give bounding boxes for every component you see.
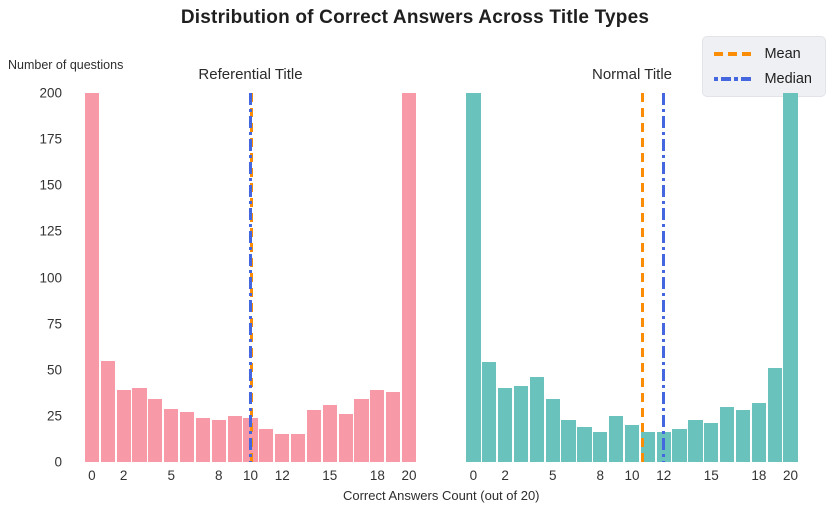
x-tick-label: 18	[369, 468, 385, 483]
plot-area-normal	[466, 93, 799, 462]
x-tick-label: 8	[596, 468, 605, 483]
histogram-bar	[482, 362, 497, 462]
x-tick-label: 2	[119, 468, 128, 483]
median-line	[662, 93, 666, 462]
y-tick-label: 25	[46, 408, 62, 424]
histogram-bar	[100, 360, 115, 462]
x-tick-label: 10	[624, 468, 640, 483]
histogram-bar	[577, 426, 592, 462]
histogram-bar	[195, 417, 211, 462]
plot-area-referential	[84, 93, 417, 462]
histogram-bar	[116, 390, 131, 462]
histogram-bar	[593, 432, 608, 462]
x-tick-label: 15	[322, 468, 338, 483]
y-tick-label: 150	[39, 177, 62, 193]
x-tick-label: 20	[401, 468, 417, 483]
histogram-bar	[275, 434, 290, 462]
histogram-bar	[227, 415, 242, 462]
histogram-bar	[84, 93, 100, 462]
histogram-bar	[513, 386, 529, 462]
y-tick-label: 175	[39, 131, 62, 147]
histogram-bar	[354, 399, 369, 462]
legend: Mean Median	[702, 36, 826, 97]
histogram-bar	[466, 93, 481, 462]
histogram-bar	[624, 425, 640, 462]
x-tick-label: 12	[274, 468, 290, 483]
legend-label-median: Median	[764, 71, 812, 87]
legend-entry-mean: Mean	[714, 46, 812, 62]
x-tick-label: 0	[469, 468, 478, 483]
histogram-bar	[720, 406, 735, 462]
histogram-bar	[498, 388, 513, 462]
x-tick-label: 2	[501, 468, 509, 483]
histogram-bar	[767, 367, 782, 462]
histogram-bar	[783, 93, 798, 462]
legend-label-mean: Mean	[764, 46, 801, 62]
histogram-bar	[688, 419, 703, 462]
x-tick-label: 10	[242, 468, 259, 483]
mean-line	[640, 93, 644, 462]
histogram-bar	[704, 423, 719, 462]
median-line	[248, 93, 253, 462]
subplot-title-referential: Referential Title	[198, 66, 303, 83]
histogram-bar	[370, 390, 385, 462]
histogram-bar	[609, 415, 624, 462]
x-tick-label: 5	[167, 468, 175, 483]
histogram-bar	[148, 399, 163, 462]
y-tick-label: 125	[39, 223, 62, 239]
x-tick-label: 0	[88, 468, 96, 483]
histogram-bar	[290, 434, 306, 462]
mean-line-icon	[714, 52, 755, 56]
x-axis-ticks-normal: 0 2 5 8 10 12 15 18 20	[466, 468, 799, 484]
x-tick-label: 20	[783, 468, 799, 483]
x-axis-ticks-referential: 0 2 5 8 10 12 15 18 20	[84, 468, 417, 484]
y-tick-label: 75	[46, 316, 62, 332]
histogram-bar	[529, 377, 544, 462]
y-axis-label: Number of questions	[8, 58, 124, 72]
median-line-icon	[714, 77, 755, 81]
y-tick-label: 100	[39, 270, 62, 285]
histogram-bar	[306, 410, 322, 462]
histogram-bar	[164, 408, 179, 462]
x-tick-label: 12	[656, 468, 672, 483]
histogram-bar	[259, 428, 274, 462]
histogram-bar	[751, 402, 766, 462]
y-tick-label: 200	[39, 85, 62, 101]
histogram-bar	[640, 432, 655, 462]
legend-entry-median: Median	[714, 71, 812, 87]
histogram-bar	[322, 404, 337, 462]
y-tick-label: 50	[46, 362, 62, 378]
subplot-title-normal: Normal Title	[591, 66, 673, 83]
histogram-bar	[132, 388, 147, 462]
x-tick-label: 18	[751, 468, 767, 483]
histogram-bar	[211, 419, 226, 462]
histogram-bar	[672, 428, 687, 462]
histogram-bar	[561, 419, 576, 462]
y-tick-label: 0	[54, 454, 62, 470]
y-axis-ticks: 0 25 50 75 100 125 150 175 200	[0, 0, 62, 510]
x-tick-label: 8	[215, 468, 223, 483]
histogram-bar	[386, 391, 401, 462]
x-tick-label: 15	[703, 468, 719, 483]
chart-title: Distribution of Correct Answers Across T…	[180, 7, 650, 28]
histogram-bar	[338, 414, 353, 462]
histogram-bar	[545, 399, 560, 462]
histogram-bar	[401, 93, 417, 462]
x-tick-label: 5	[548, 468, 557, 483]
x-axis-label: Correct Answers Count (out of 20)	[342, 488, 540, 503]
histogram-bar	[735, 410, 751, 462]
histogram-bar	[179, 412, 195, 462]
